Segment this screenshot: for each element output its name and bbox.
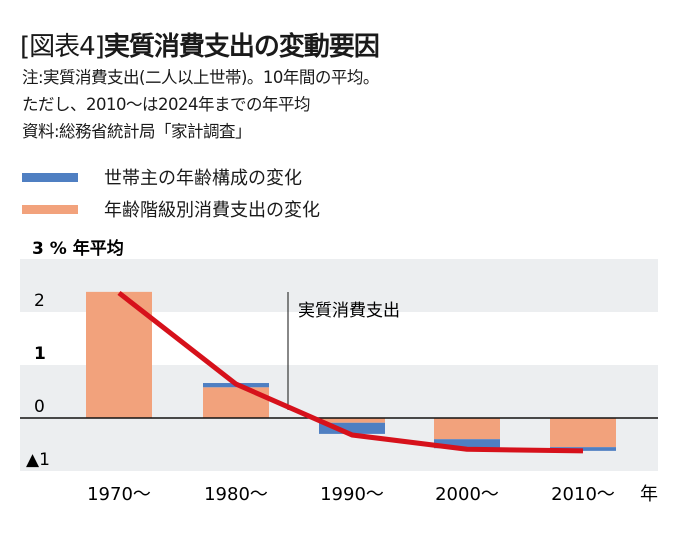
- x-tick-label: 1970〜: [87, 484, 151, 505]
- x-axis-unit: 年: [640, 484, 658, 505]
- legend-item-age-composition: 世帯主の年齢構成の変化: [22, 164, 302, 190]
- x-tick-label: 2010〜: [551, 484, 615, 505]
- y-tick-label: 0: [34, 397, 45, 417]
- note-line-1: 注:実質消費支出(二人以上世帯)。10年間の平均。: [22, 68, 379, 87]
- x-tick-label: 1990〜: [320, 484, 384, 505]
- source-line: 資料:総務省統計局「家計調査」: [22, 122, 252, 141]
- bar-age-composition: [434, 439, 500, 449]
- y-axis-title: 3 % 年平均: [32, 238, 124, 259]
- bar-age-composition: [319, 422, 385, 434]
- note-line-2: ただし、2010〜は2024年までの年平均: [22, 95, 310, 114]
- legend-swatch-blue: [22, 172, 78, 182]
- bar-age-spending: [550, 418, 616, 448]
- legend-item-age-spending: 年齢階級別消費支出の変化: [22, 196, 320, 222]
- annotation-label: 実質消費支出: [298, 301, 400, 321]
- y-tick-label: ▲1: [26, 450, 50, 470]
- legend-label: 世帯主の年齢構成の変化: [104, 168, 302, 189]
- figure-number: [図表4]: [20, 32, 105, 62]
- bar-age-spending: [434, 418, 500, 440]
- legend-swatch-orange: [22, 204, 78, 214]
- x-tick-label: 2000〜: [435, 484, 499, 505]
- title-text: 実質消費支出の変動要因: [103, 32, 380, 62]
- y-tick-label: 2: [34, 291, 45, 311]
- bar-age-spending: [319, 418, 385, 423]
- y-tick-label: 1: [34, 344, 46, 364]
- chart-title: [図表4]実質消費支出の変動要因: [20, 26, 380, 63]
- x-tick-label: 1980〜: [204, 484, 268, 505]
- legend-label: 年齢階級別消費支出の変化: [104, 200, 320, 221]
